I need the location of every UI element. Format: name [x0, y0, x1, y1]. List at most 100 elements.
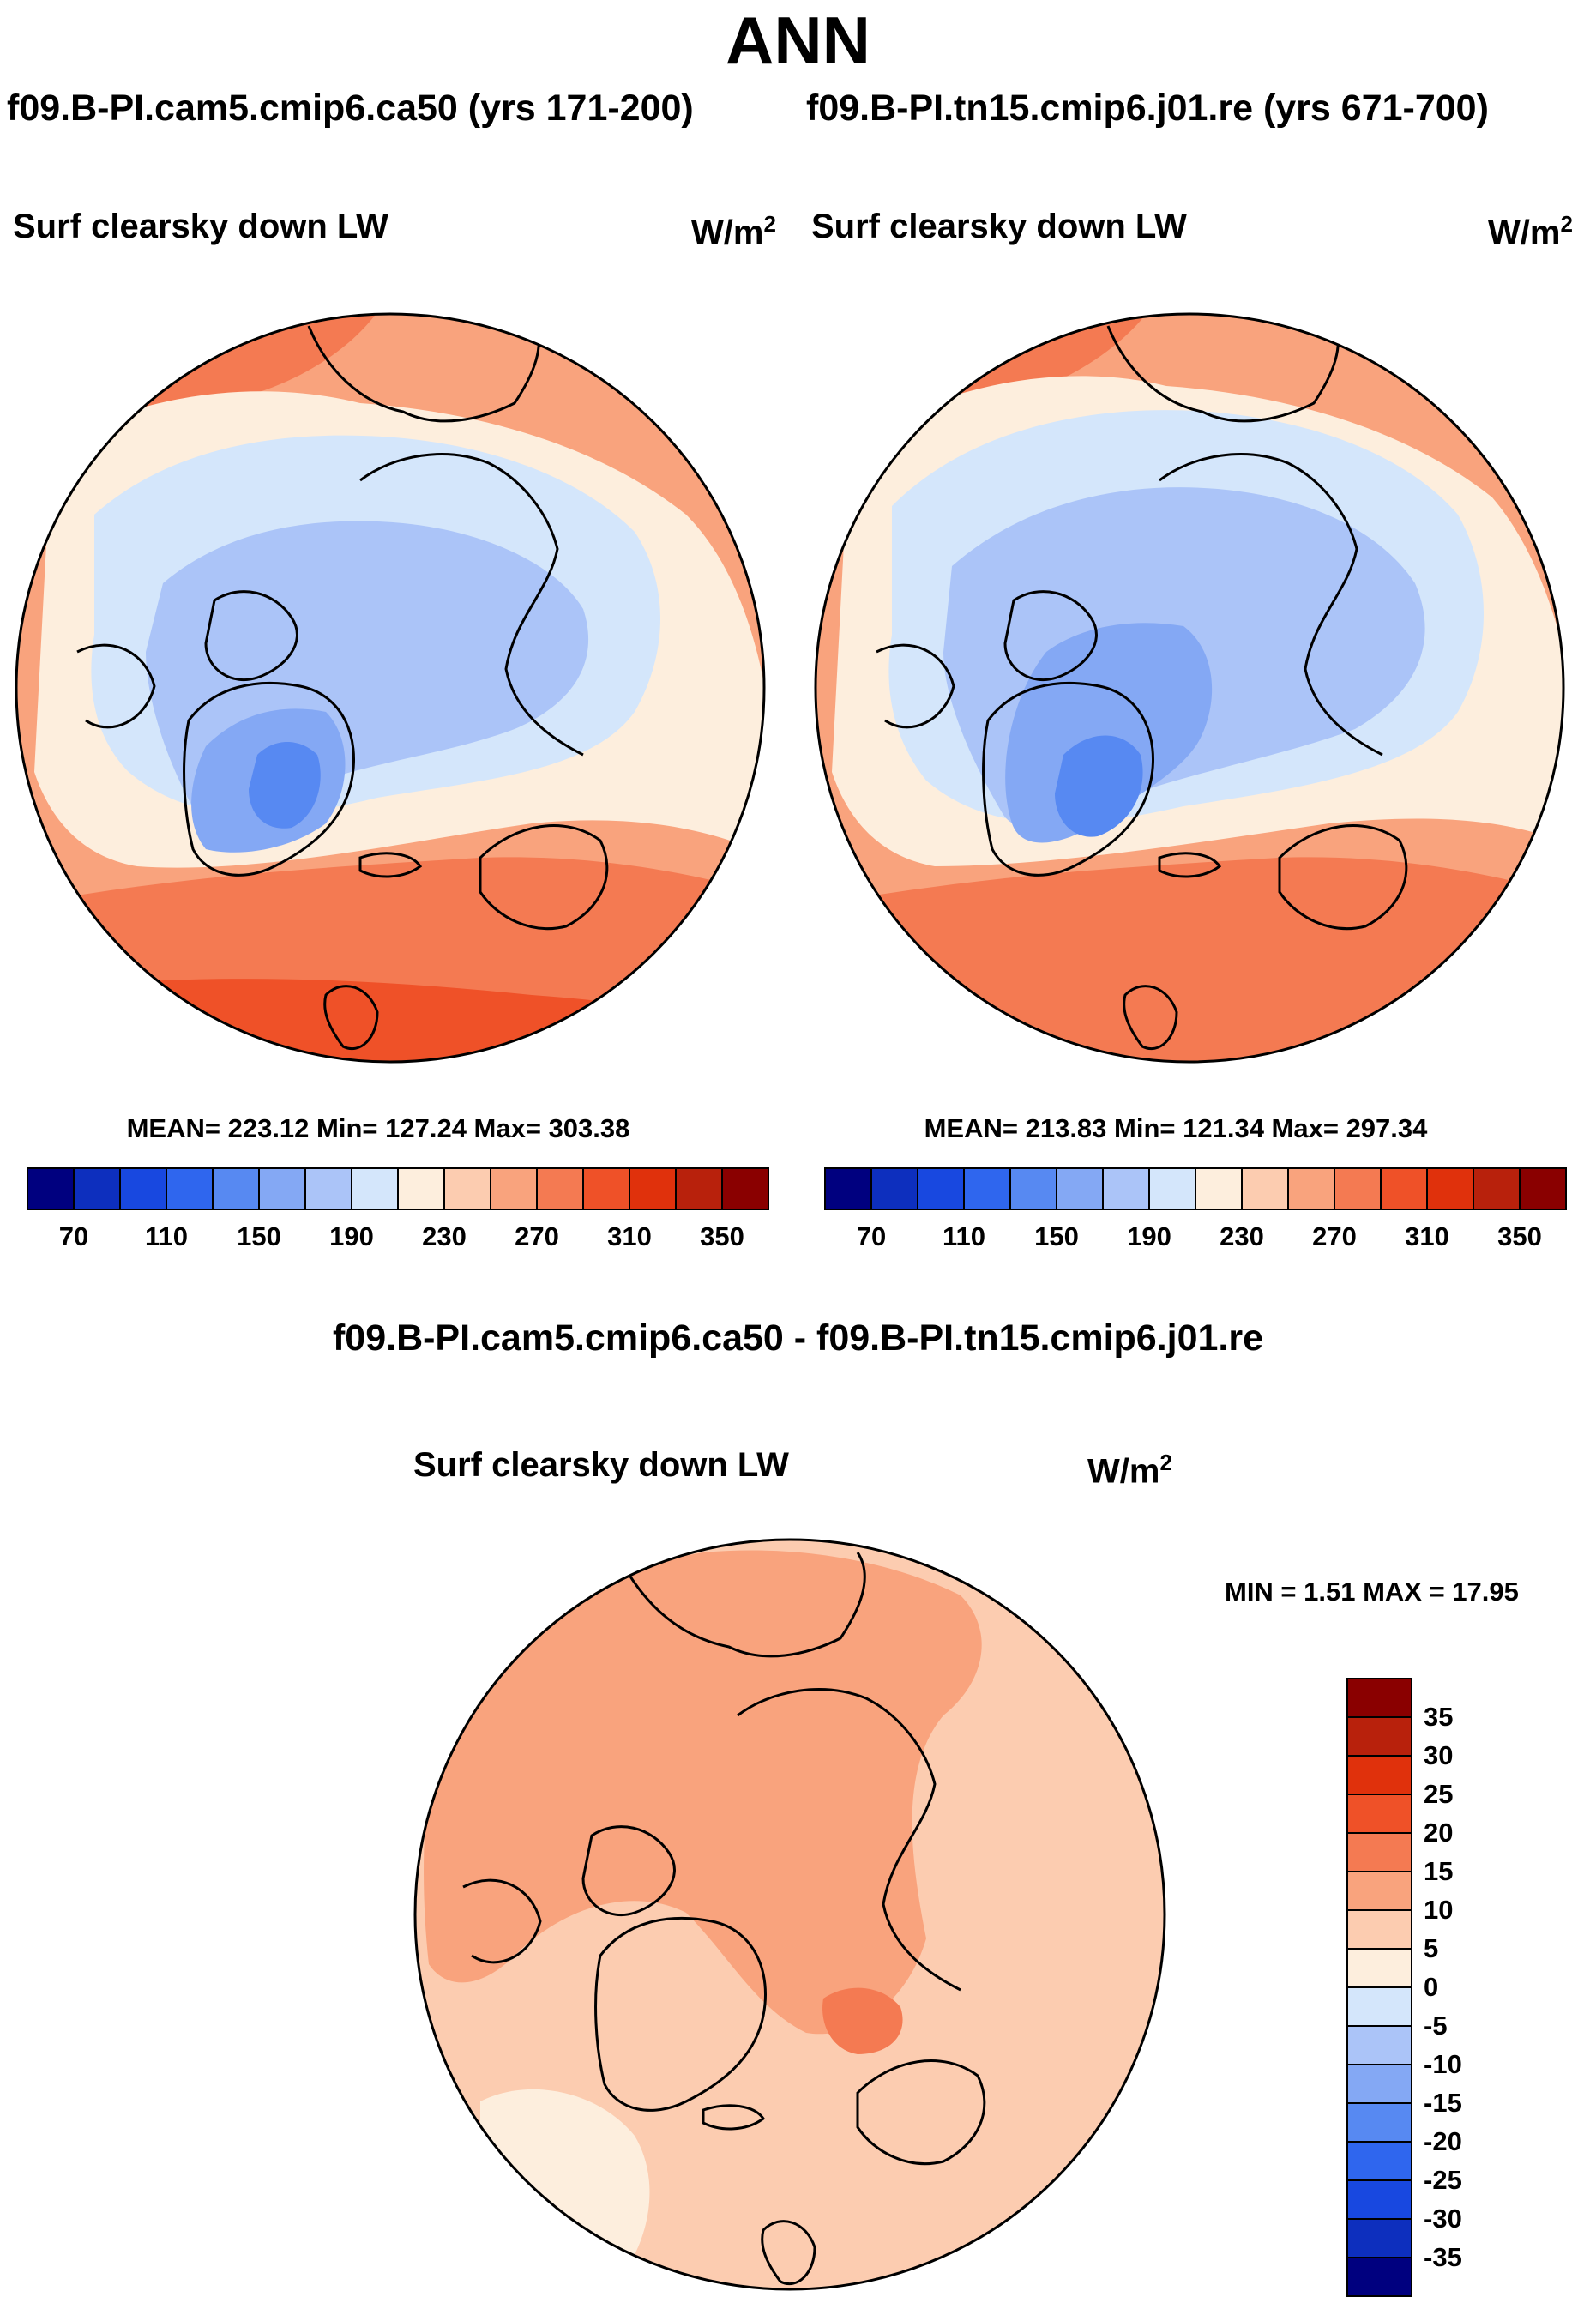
colorbar-swatch	[721, 1167, 769, 1210]
colorbar-swatch	[443, 1167, 491, 1210]
colorbar-swatch	[1148, 1167, 1196, 1210]
case2-coastlines	[876, 317, 1408, 1050]
colorbar-swatch	[1195, 1167, 1243, 1210]
case2-subtitle: f09.B-PI.tn15.cmip6.j01.re (yrs 671-700)	[806, 87, 1489, 129]
colorbar-tick-label: -10	[1424, 2049, 1462, 2079]
colorbar-tick-label: -30	[1424, 2203, 1462, 2234]
colorbar-swatch	[1346, 1986, 1412, 2027]
colorbar-swatch	[1346, 1871, 1412, 1911]
difference-stats: MIN = 1.51 MAX = 17.95	[1225, 1577, 1519, 1607]
colorbar-tick-label: 270	[515, 1221, 559, 1251]
difference-colorbar	[1346, 1678, 1412, 2297]
colorbar-swatch	[27, 1167, 75, 1210]
colorbar-swatch	[351, 1167, 399, 1210]
colorbar-tick-label: 310	[1405, 1221, 1449, 1251]
colorbar-swatch	[1334, 1167, 1382, 1210]
case2-field-band	[816, 857, 1563, 1062]
colorbar-tick-label: 70	[58, 1221, 89, 1251]
colorbar-tick-label: -35	[1424, 2242, 1462, 2272]
difference-units: W/m2	[1087, 1450, 1172, 1491]
colorbar-swatch	[1346, 2179, 1412, 2220]
colorbar-swatch	[824, 1167, 872, 1210]
difference-colorbar-labels: 35 30 25 20 15 10 5 0 -5 -10 -15 -20 -25 -30 -35	[1424, 1673, 1595, 2307]
colorbar-swatch	[1346, 2064, 1412, 2104]
colorbar-swatch	[1287, 1167, 1335, 1210]
case2-colorbar	[824, 1167, 1567, 1210]
colorbar-swatch	[1346, 2102, 1412, 2143]
colorbar-tick-label: 270	[1312, 1221, 1357, 1251]
colorbar-tick-label: 310	[607, 1221, 652, 1251]
colorbar-swatch	[917, 1167, 965, 1210]
colorbar-swatch	[582, 1167, 630, 1210]
case2-map-border	[814, 312, 1565, 1064]
colorbar-swatch	[1346, 1794, 1412, 1834]
colorbar-swatch	[1056, 1167, 1104, 1210]
colorbar-tick-label: 110	[942, 1221, 986, 1251]
difference-coastlines	[462, 1552, 986, 2285]
colorbar-swatch	[1346, 1909, 1412, 1950]
colorbar-swatch	[1346, 1755, 1412, 1795]
colorbar-swatch	[963, 1167, 1011, 1210]
colorbar-swatch	[1009, 1167, 1057, 1210]
colorbar-tick-label: 230	[1220, 1221, 1264, 1251]
colorbar-swatch	[1380, 1167, 1428, 1210]
colorbar-tick-label: 150	[1034, 1221, 1079, 1251]
colorbar-tick-label: 20	[1424, 1818, 1454, 1848]
colorbar-swatch	[304, 1167, 352, 1210]
colorbar-swatch	[629, 1167, 677, 1210]
case1-colorbar-labels: 70 110 150 190 230 270 310 350	[0, 1221, 798, 1256]
colorbar-tick-label: -15	[1424, 2088, 1462, 2118]
colorbar-tick-label: -5	[1424, 2011, 1448, 2041]
colorbar-swatch	[258, 1167, 306, 1210]
case1-stats: MEAN= 223.12 Min= 127.24 Max= 303.38	[126, 1113, 630, 1143]
colorbar-swatch	[119, 1167, 167, 1210]
colorbar-swatch	[397, 1167, 445, 1210]
case1-units: W/m2	[691, 211, 776, 252]
colorbar-swatch	[536, 1167, 584, 1210]
case1-field-band	[16, 979, 764, 1062]
colorbar-swatch	[870, 1167, 918, 1210]
colorbar-tick-label: 30	[1424, 1740, 1454, 1770]
colorbar-tick-label: 230	[422, 1221, 467, 1251]
colorbar-swatch	[1346, 1948, 1412, 1988]
colorbar-swatch	[1346, 2257, 1412, 2297]
colorbar-tick-label: 110	[144, 1221, 189, 1251]
colorbar-tick-label: 190	[1127, 1221, 1171, 1251]
colorbar-swatch	[1346, 1716, 1412, 1757]
colorbar-swatch	[1346, 2025, 1412, 2065]
difference-map-border	[413, 1538, 1166, 2291]
colorbar-tick-label: 190	[329, 1221, 374, 1251]
colorbar-tick-label: 5	[1424, 1933, 1439, 1963]
colorbar-tick-label: -25	[1424, 2165, 1462, 2195]
colorbar-swatch	[1473, 1167, 1521, 1210]
colorbar-swatch	[1241, 1167, 1289, 1210]
case2-colorbar-labels: 70 110 150 190 230 270 310 350	[0, 1221, 1596, 1256]
colorbar-swatch	[490, 1167, 538, 1210]
case2-field-band	[1055, 735, 1143, 837]
colorbar-tick-label: 10	[1424, 1895, 1454, 1925]
colorbar-swatch	[675, 1167, 723, 1210]
case1-coastlines	[76, 317, 609, 1050]
case2-map	[814, 312, 1565, 1064]
colorbar-tick-label: -20	[1424, 2126, 1462, 2156]
case1-field-band	[249, 742, 321, 829]
colorbar-swatch	[1346, 2218, 1412, 2258]
case1-map-border	[15, 312, 766, 1064]
case2-variable-title: Surf clearsky down LW	[811, 208, 1187, 245]
colorbar-swatch	[1346, 1678, 1412, 1718]
colorbar-tick-label: 350	[700, 1221, 744, 1251]
case2-units: W/m2	[1488, 211, 1573, 252]
difference-field-band	[424, 1550, 982, 2035]
colorbar-swatch	[166, 1167, 214, 1210]
colorbar-tick-label: 25	[1424, 1779, 1454, 1809]
case1-subtitle: f09.B-PI.cam5.cmip6.ca50 (yrs 171-200)	[7, 87, 694, 129]
colorbar-tick-label: 0	[1424, 1972, 1439, 2002]
colorbar-swatch	[1426, 1167, 1474, 1210]
colorbar-tick-label: 150	[237, 1221, 281, 1251]
colorbar-tick-label: 15	[1424, 1856, 1454, 1886]
colorbar-swatch	[73, 1167, 121, 1210]
colorbar-swatch	[212, 1167, 260, 1210]
difference-field-band	[822, 1987, 903, 2054]
colorbar-tick-label: 350	[1497, 1221, 1542, 1251]
